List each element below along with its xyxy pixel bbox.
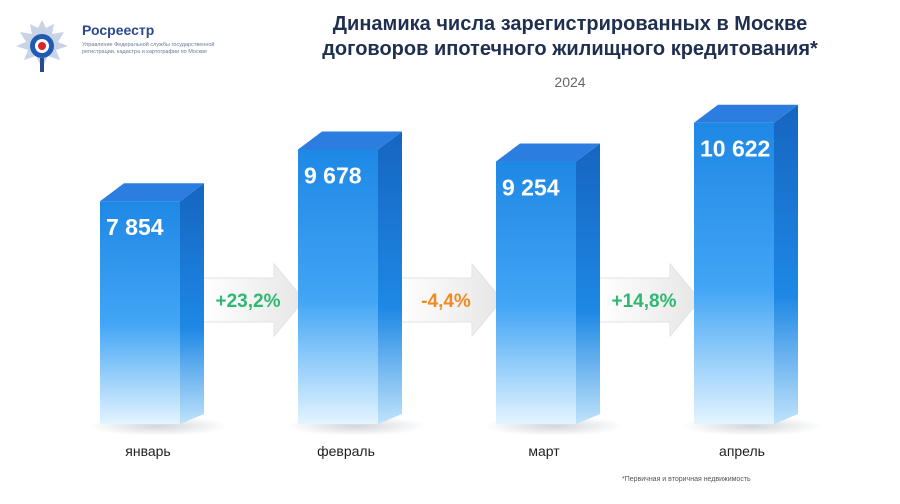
bar-top-0 — [100, 183, 204, 202]
rosreestr-logo: Росреестр Управление Федеральной службы … — [10, 14, 240, 84]
brand-name: Росреестр — [82, 22, 155, 38]
bar-апрель — [694, 122, 774, 425]
value-label-2: 9 254 — [502, 175, 560, 201]
change-arrow-2 — [597, 262, 701, 338]
change-label-0: +23,2% — [216, 291, 281, 312]
chart-title: Динамика числа зарегистрированных в Моск… — [250, 12, 890, 62]
category-label-2: март — [528, 443, 560, 459]
change-arrow-1 — [399, 262, 503, 338]
value-label-0: 7 854 — [106, 214, 164, 240]
chart-subtitle-year: 2024 — [554, 74, 586, 90]
title-line-2: договоров ипотечного жилищного кредитова… — [322, 38, 818, 60]
value-label-3: 10 622 — [700, 136, 770, 162]
category-label-1: февраль — [317, 443, 375, 459]
change-arrow-0 — [201, 262, 305, 338]
bar-январь — [100, 201, 180, 424]
bar-side-3 — [774, 104, 798, 425]
eagle-emblem-icon — [16, 20, 68, 72]
category-label-0: январь — [125, 443, 170, 459]
bar-side-0 — [180, 183, 204, 424]
change-label-1: -4,4% — [421, 291, 471, 312]
bar-top-3 — [694, 104, 798, 123]
bar-февраль — [298, 149, 378, 424]
change-label-2: +14,8% — [612, 291, 677, 312]
bar-top-1 — [298, 131, 402, 150]
brand-subtitle: Управление Федеральной службы государств… — [82, 42, 215, 55]
bar-side-2 — [576, 143, 600, 425]
bar-side-1 — [378, 131, 402, 424]
title-line-1: Динамика числа зарегистрированных в Моск… — [332, 13, 808, 35]
value-label-1: 9 678 — [304, 162, 362, 188]
category-label-3: апрель — [719, 443, 765, 459]
bar-март — [496, 161, 576, 425]
footnote: *Первичная и вторичная недвижимость — [622, 476, 751, 483]
bar-top-2 — [496, 143, 600, 162]
